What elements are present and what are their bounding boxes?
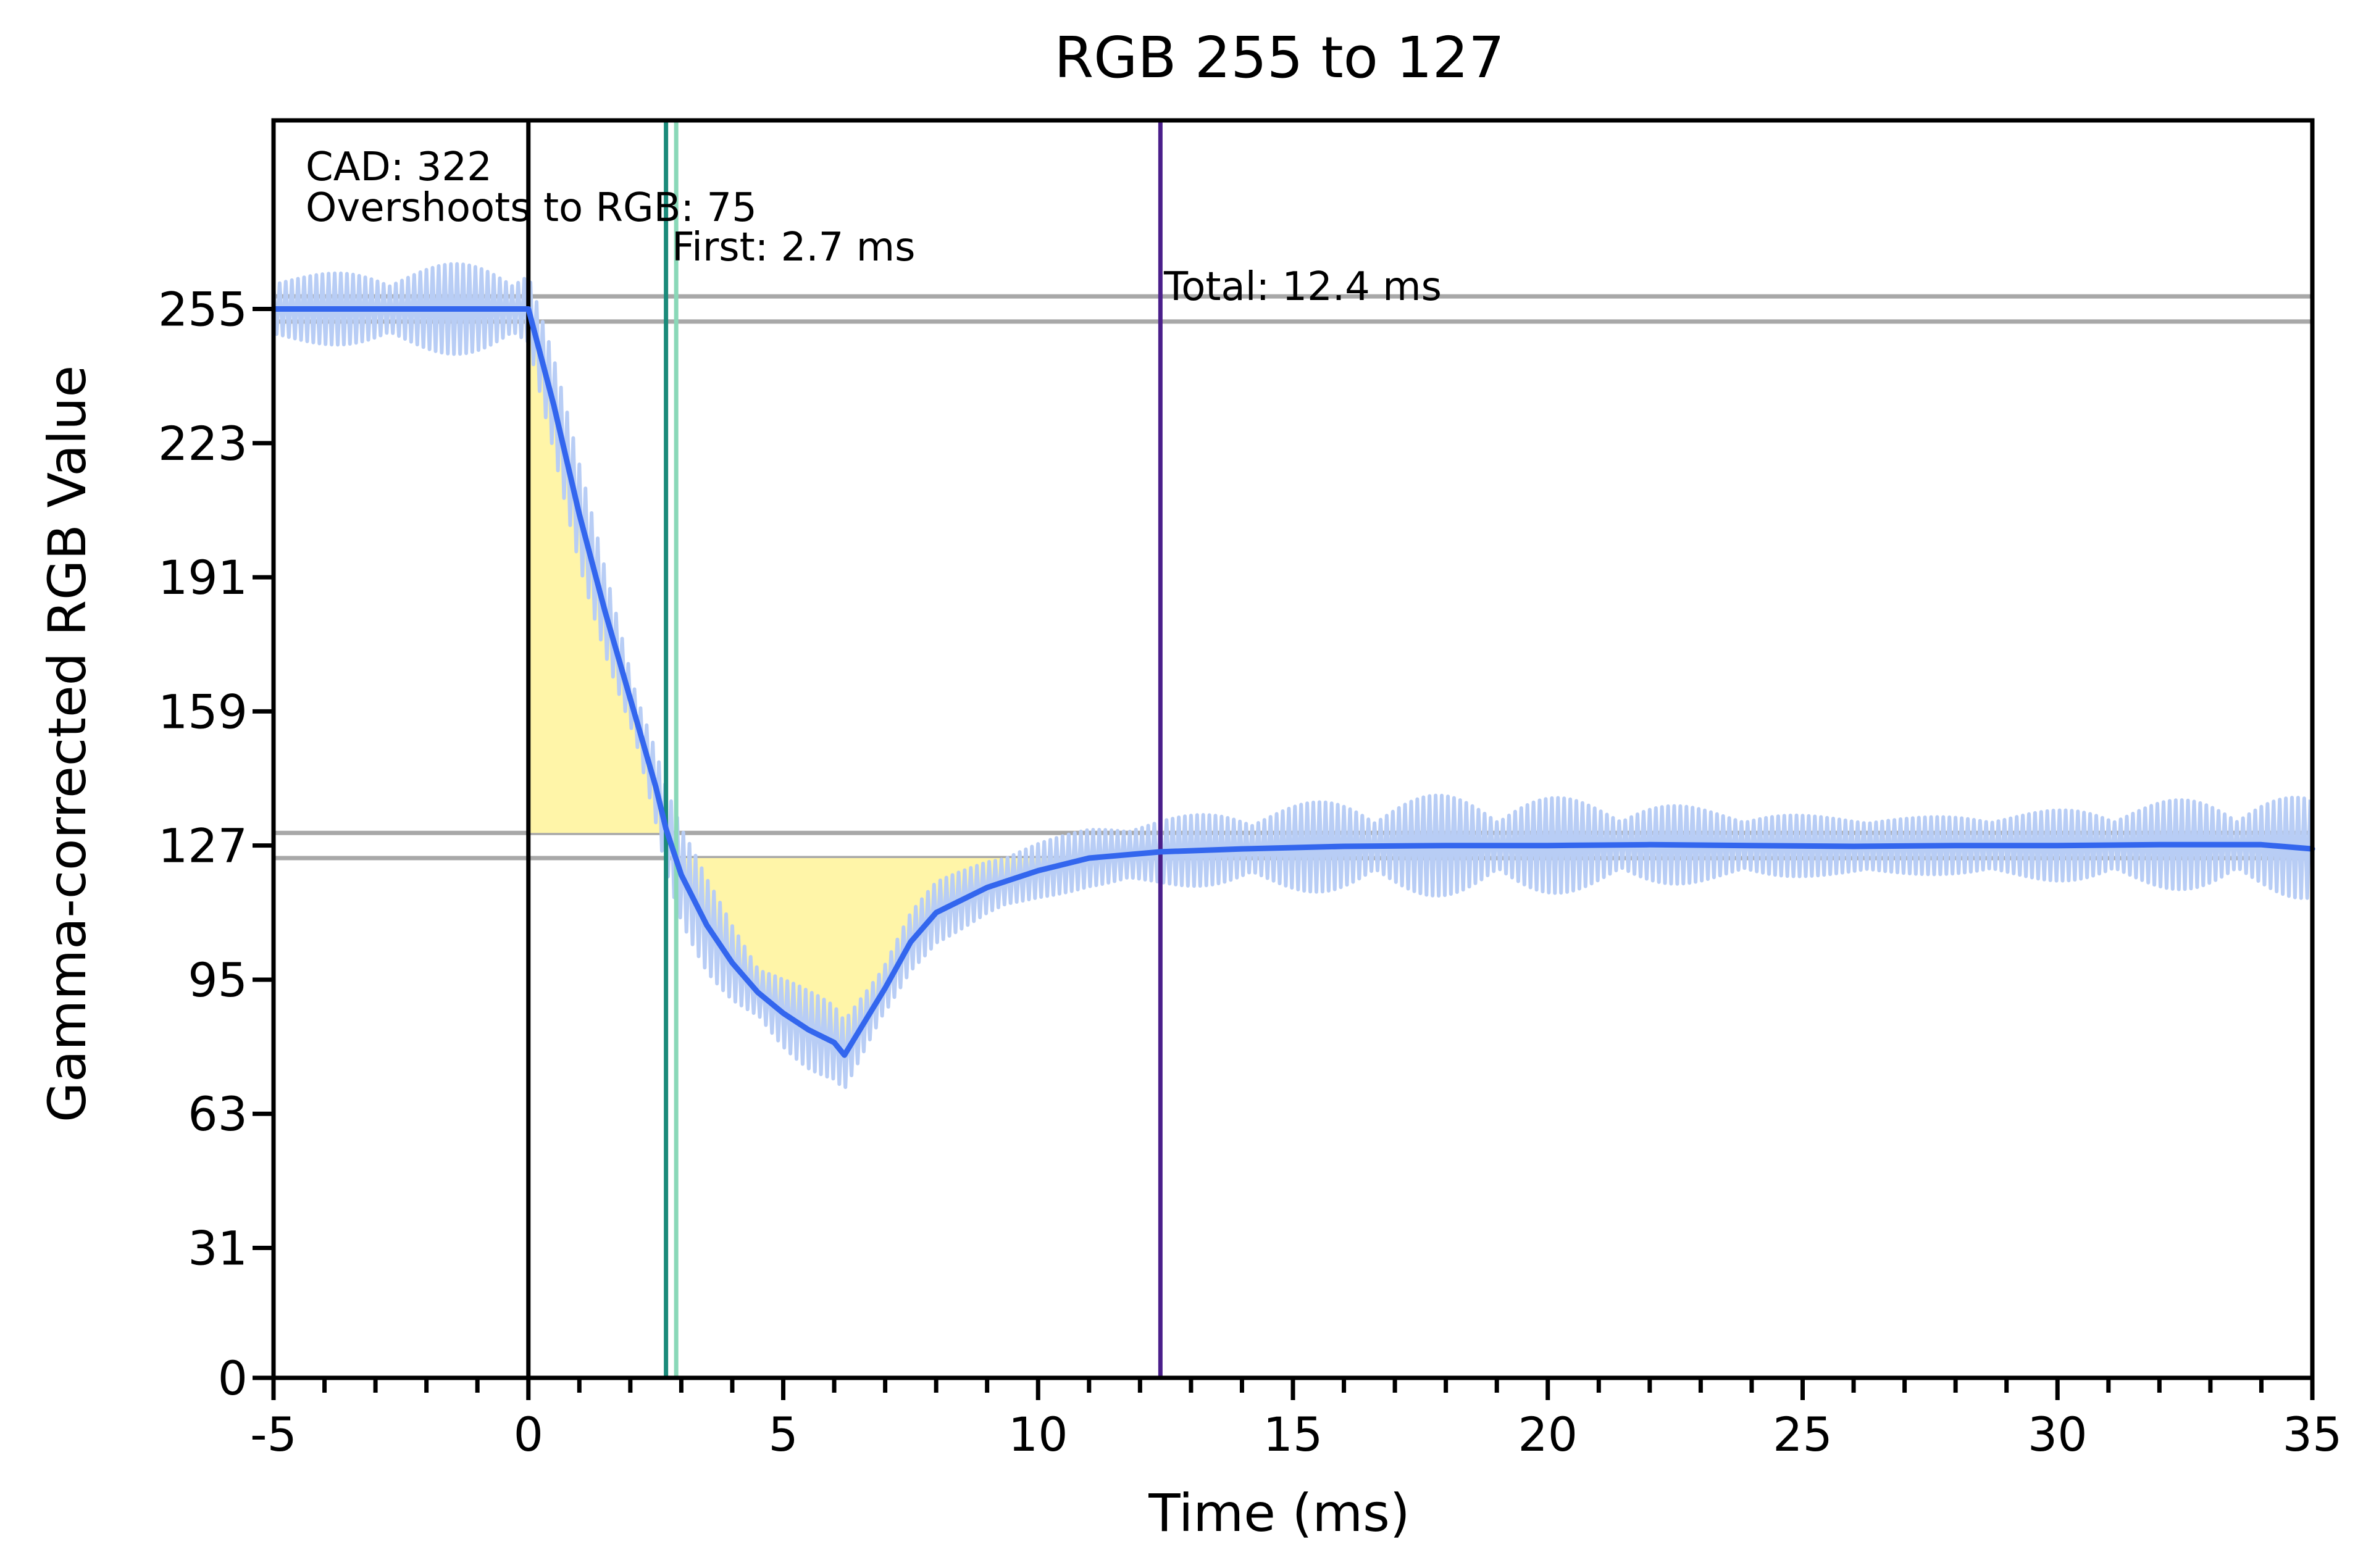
deviation-fill-above [528,309,666,833]
x-tick-label: 15 [1263,1407,1323,1462]
y-tick-label: 223 [158,416,248,471]
total-response-annotation: Total: 12.4 ms [1163,264,1442,310]
y-tick-label: 31 [188,1221,248,1276]
average-response-line [270,306,2315,1058]
x-tick-label: -5 [250,1407,297,1462]
y-tick-label: 63 [188,1086,248,1141]
x-axis: -5 0 5 10 15 20 25 30 35 [250,1378,2342,1462]
y-tick-label: 159 [158,684,248,739]
y-tick-label: 191 [158,550,248,605]
x-tick-label: 0 [514,1407,543,1462]
first-response-annotation: First: 2.7 ms [672,225,915,270]
x-tick-label: 5 [768,1407,798,1462]
y-axis: 0 31 63 95 127 159 191 223 255 [158,282,274,1406]
y-tick-label: 127 [158,819,248,874]
y-tick-label: 95 [188,953,248,1007]
x-axis-label: Time (ms) [1148,1483,1410,1543]
raw-signal-trace [272,262,2312,1090]
x-tick-label: 30 [2028,1407,2088,1462]
overshoot-annotation: Overshoots to RGB: 75 [306,185,757,231]
chart-title: RGB 255 to 127 [1054,25,1505,91]
x-tick-label: 10 [1008,1407,1068,1462]
x-tick-label: 25 [1773,1407,1833,1462]
raw-signal [272,262,2312,1090]
marker-lines [526,120,1163,1378]
y-tick-label: 0 [218,1351,248,1406]
y-axis-label: Gamma-corrected RGB Value [37,365,98,1122]
x-tick-label: 20 [1518,1407,1578,1462]
average-line [270,306,2315,1058]
cad-annotation: CAD: 322 [306,144,492,190]
y-tick-label: 255 [158,282,248,337]
x-tick-label: 35 [2283,1407,2343,1462]
